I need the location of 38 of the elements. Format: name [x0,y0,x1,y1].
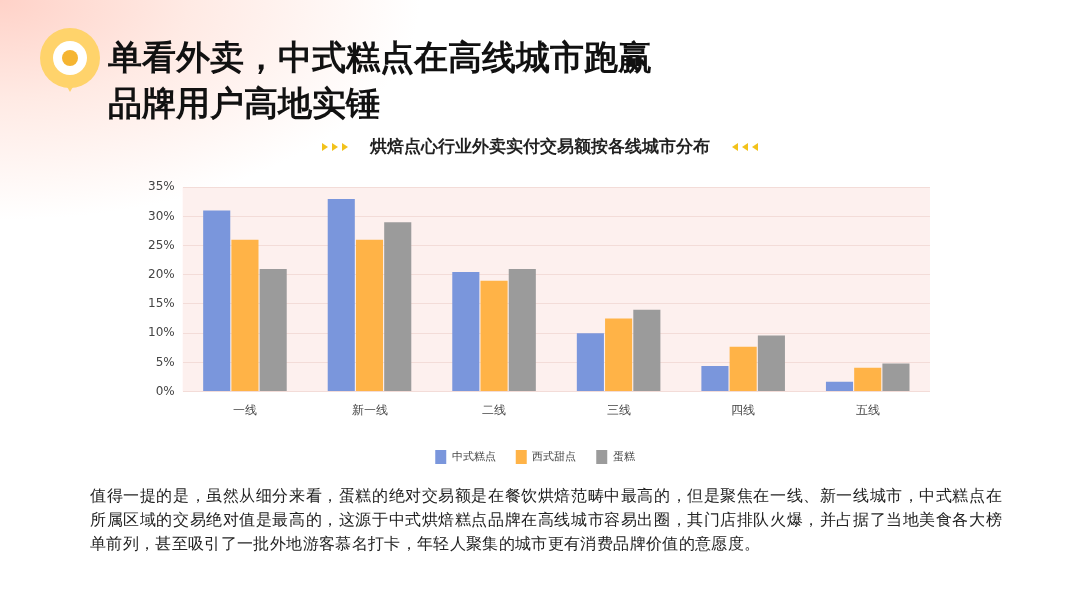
text: 值得一提的是，虽然从细分来看，蛋糕的绝对交易额是在餐饮烘焙范畴中最高的，但是聚焦在一线、新一线城市，中式糕点在所属区域的交易绝对值是最高的，这源于中式烘焙糕点品牌在高线城市容易出圈，其门店排队火爆，并占据了当地美食各大榜单前列，甚至吸引了一批外地游客慕名打卡，年轻人聚集的城市更有消费品牌价值的意愿度。 [90,485,1002,555]
x-tick-label: 五线 [855,402,880,417]
legend-label: 西式甜点 [532,449,577,463]
bar [355,239,384,392]
y-tick-label: 30% [148,208,175,223]
y-tick-label: 25% [148,237,175,252]
bar [757,335,785,392]
y-tick-label: 20% [148,266,175,281]
bar [384,222,412,392]
bar [882,363,910,392]
x-tick-label: 二线 [482,402,507,417]
bar [452,271,480,392]
bar [729,346,757,392]
bar [327,198,355,392]
bar [203,210,231,392]
y-tick-label: 15% [148,296,175,311]
bar [701,365,729,392]
x-tick-label: 三线 [606,402,631,417]
x-tick-label: 四线 [731,402,756,417]
bar [508,268,536,392]
bar [633,309,661,392]
y-tick-label: 35% [148,179,175,194]
bar [854,367,882,392]
x-tick-label: 一线 [232,402,257,417]
bar [825,381,854,392]
bar [605,318,633,392]
bar [259,268,287,392]
y-tick-label: 0% [155,383,175,398]
bar [480,280,508,392]
bar [231,239,259,392]
legend-label: 蛋糕 [612,449,635,463]
y-tick-label: 10% [148,325,175,340]
legend-label: 中式糕点 [451,449,496,463]
chart-subtitle: 烘焙点心行业外卖实付交易额按各线城市分布 [370,135,710,158]
y-tick-label: 5% [155,354,175,369]
x-tick-label: 新一线 [351,402,388,417]
bar [576,333,604,392]
chart-title: 单看外卖，中式糕点在高线城市跑赢品牌用户高地实锤 [108,36,653,125]
